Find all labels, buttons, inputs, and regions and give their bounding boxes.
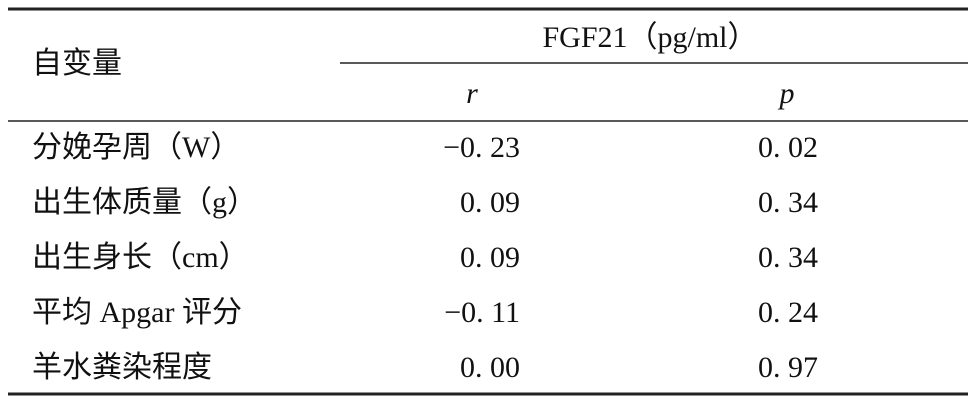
- cell-value: −0. 23: [443, 131, 520, 164]
- row-label: 平均 Apgar 评分: [32, 296, 242, 329]
- cell-value: 0. 34: [758, 186, 818, 219]
- cell-value: 0. 97: [758, 351, 818, 384]
- cell-value: 0. 02: [758, 131, 818, 164]
- group-header: FGF21（pg/ml）: [542, 21, 757, 54]
- cell-value: 0. 24: [758, 296, 818, 329]
- column-header: p: [778, 77, 795, 110]
- row-label: 羊水粪染程度: [32, 351, 212, 384]
- cell-value: 0. 09: [460, 241, 520, 274]
- cell-value: 0. 00: [460, 351, 520, 384]
- row-label: 分娩孕周（W）: [32, 131, 240, 164]
- cell-value: −0. 11: [444, 296, 520, 329]
- column-header: r: [466, 77, 478, 110]
- row-label: 出生身长（cm）: [32, 241, 249, 274]
- cell-value: 0. 34: [758, 241, 818, 274]
- row-label: 出生体质量（g）: [32, 186, 257, 219]
- row-label-header: 自变量: [32, 47, 122, 80]
- cell-value: 0. 09: [460, 186, 520, 219]
